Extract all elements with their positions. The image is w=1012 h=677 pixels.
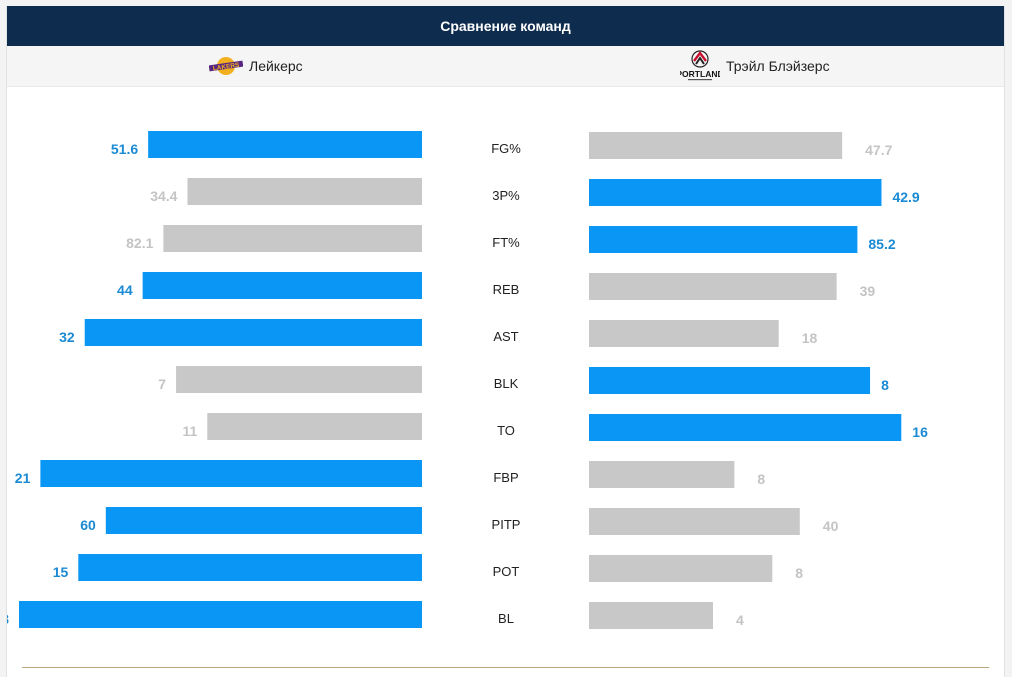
value-label-home: 51.6 bbox=[111, 141, 138, 157]
category-label: BL bbox=[498, 611, 514, 626]
value-label-home: 82.1 bbox=[126, 235, 153, 251]
value-label-home: 11 bbox=[182, 423, 197, 439]
category-label: 3P% bbox=[492, 188, 520, 203]
category-label: TO bbox=[497, 423, 515, 438]
bar-home-reb bbox=[142, 272, 422, 299]
bar-home-fbp bbox=[40, 460, 423, 487]
bar-home-blk bbox=[176, 366, 422, 393]
bar-away-ftpct bbox=[589, 226, 858, 253]
bar-away-blk bbox=[589, 367, 871, 394]
chart-title: Сравнение команд bbox=[440, 18, 571, 34]
category-label: FBP bbox=[493, 470, 518, 485]
title-bar: Сравнение команд bbox=[7, 6, 1004, 46]
value-label-away: 8 bbox=[881, 377, 889, 393]
bar-away-pitp bbox=[589, 508, 800, 535]
bar-away-ast bbox=[589, 320, 779, 347]
bar-home-bl bbox=[19, 601, 422, 628]
portland-logo-text: PORTLAND bbox=[680, 69, 720, 79]
lakers-logo-text: LAKERS bbox=[212, 62, 240, 73]
bar-away-3ppct bbox=[589, 179, 882, 206]
category-label: FT% bbox=[492, 235, 520, 250]
team-away-name: Трэйл Блэйзерс bbox=[726, 58, 830, 74]
category-label: BLK bbox=[494, 376, 519, 391]
value-label-away: 8 bbox=[757, 471, 765, 487]
team-home-name: Лейкерс bbox=[249, 58, 303, 74]
category-label: FG% bbox=[491, 141, 521, 156]
bar-home-pitp bbox=[105, 507, 423, 534]
bar-home-ast bbox=[84, 319, 422, 346]
value-label-away: 85.2 bbox=[868, 236, 895, 252]
value-label-home: 32 bbox=[59, 329, 75, 345]
value-label-away: 16 bbox=[912, 424, 928, 440]
bar-away-fbp bbox=[589, 461, 735, 488]
value-label-home: 21 bbox=[15, 470, 31, 486]
comparison-chart: FG% 51.6 47.7 3P% 34.4 42.9 FT% 82.1 85.2 REB 44 39… bbox=[7, 131, 928, 629]
value-label-home: 44 bbox=[117, 282, 133, 298]
value-label-away: 40 bbox=[823, 518, 839, 534]
bar-away-bl bbox=[589, 602, 713, 629]
bar-away-pot bbox=[589, 555, 773, 582]
value-label-away: 18 bbox=[802, 330, 818, 346]
category-label: REB bbox=[493, 282, 520, 297]
bottom-divider bbox=[22, 667, 989, 668]
team-home[interactable]: LAKERS Лейкерс bbox=[209, 46, 303, 86]
team-comparison-card: Сравнение команд LAKERS Лейкерс PORTLAND… bbox=[6, 6, 1005, 677]
value-label-home: 60 bbox=[80, 517, 96, 533]
value-label-home: 7 bbox=[158, 376, 166, 392]
bar-home-ftpct bbox=[163, 225, 422, 252]
value-label-home: 15 bbox=[53, 564, 69, 580]
value-label-away: 42.9 bbox=[892, 189, 919, 205]
team-away[interactable]: PORTLAND Трэйл Блэйзерс bbox=[680, 46, 830, 86]
category-label: POT bbox=[493, 564, 520, 579]
value-label-away: 8 bbox=[795, 565, 803, 581]
value-label-home: 13 bbox=[7, 611, 9, 627]
bar-home-fgpct bbox=[148, 131, 422, 158]
portland-logo-icon: PORTLAND bbox=[680, 50, 720, 81]
teams-header: LAKERS Лейкерс PORTLAND Трэйл Блэйзерс bbox=[7, 46, 1004, 87]
bar-away-to bbox=[589, 414, 902, 441]
lakers-logo-icon: LAKERS bbox=[209, 57, 243, 75]
value-label-away: 39 bbox=[860, 283, 876, 299]
value-label-away: 47.7 bbox=[865, 142, 892, 158]
category-label: PITP bbox=[492, 517, 521, 532]
bar-home-to bbox=[207, 413, 422, 440]
bar-away-fgpct bbox=[589, 132, 843, 159]
bar-away-reb bbox=[589, 273, 837, 300]
value-label-home: 34.4 bbox=[150, 188, 177, 204]
bar-home-3ppct bbox=[187, 178, 422, 205]
value-label-away: 4 bbox=[736, 612, 744, 628]
bar-home-pot bbox=[78, 554, 422, 581]
category-label: AST bbox=[493, 329, 518, 344]
